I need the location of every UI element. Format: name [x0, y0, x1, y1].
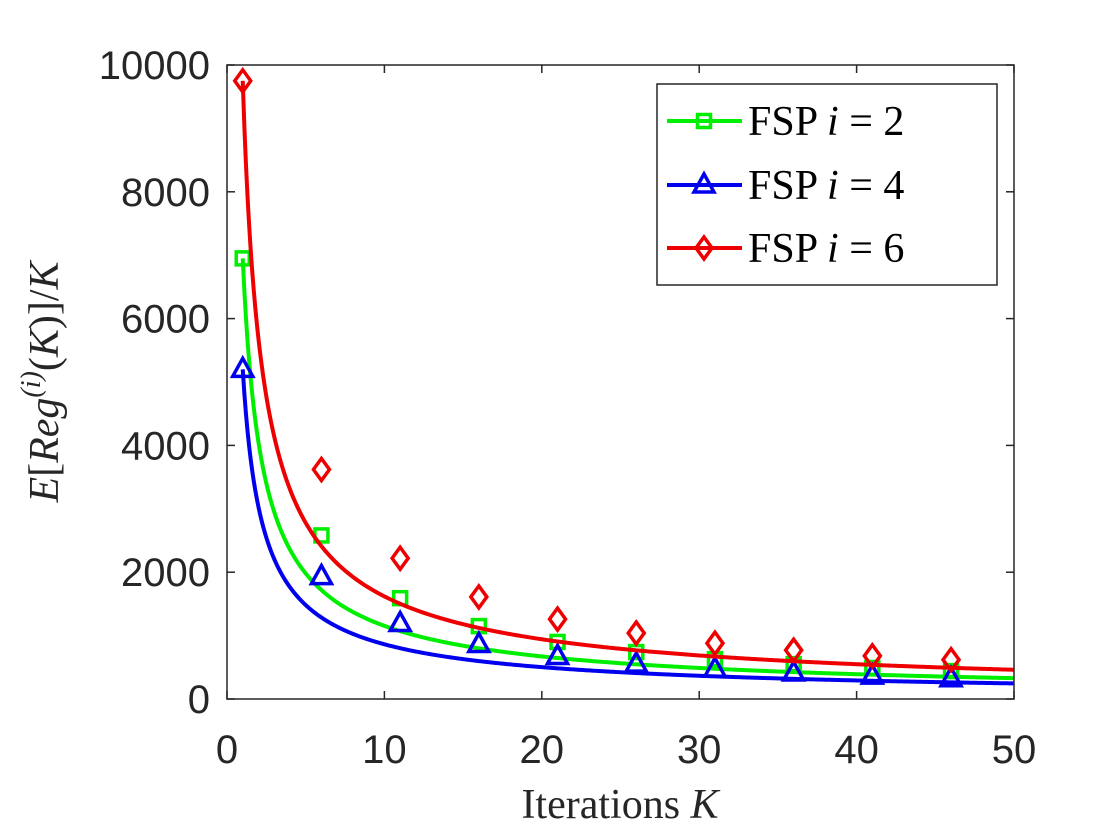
data-point — [864, 659, 881, 677]
data-point — [862, 641, 883, 670]
legend-marker-2 — [691, 170, 717, 194]
x-tick-label: 0 — [216, 728, 238, 772]
y-tick-label: 10000 — [99, 44, 210, 88]
data-point — [547, 605, 568, 634]
plot-frame — [226, 64, 1015, 700]
data-point — [465, 629, 492, 654]
y-ticks: 0 2000 4000 6000 8000 10000 — [99, 44, 1014, 722]
data-point — [785, 655, 802, 673]
legend-entry-1: FSP i = 2 — [667, 99, 904, 145]
data-point — [308, 562, 335, 586]
data-point — [704, 629, 726, 658]
series-4 — [229, 354, 1015, 688]
data-point — [234, 250, 251, 267]
data-point — [389, 544, 411, 573]
x-tick-label: 30 — [677, 728, 722, 772]
data-point — [940, 645, 962, 674]
legend-marker-shape — [693, 234, 715, 262]
data-point — [859, 661, 886, 685]
x-tick-label: 20 — [520, 728, 565, 772]
data-point — [783, 636, 804, 665]
legend-marker-3 — [693, 234, 715, 262]
legend-label-2: FSP i = 4 — [748, 163, 904, 209]
x-ticks: 0 10 20 30 40 50 — [216, 65, 1036, 772]
legend-entry-3: FSP i = 6 — [667, 226, 904, 272]
legend-marker-shape — [691, 170, 717, 194]
x-tick-label: 50 — [992, 728, 1037, 772]
x-axis-title: Iterations K — [521, 782, 720, 828]
data-point — [229, 354, 256, 379]
data-point — [626, 619, 647, 648]
y-tick-label: 4000 — [121, 424, 210, 468]
series-line-6 — [240, 80, 1015, 672]
y-tick-label: 2000 — [121, 551, 210, 595]
series-6 — [232, 66, 1015, 674]
data-point — [468, 582, 490, 611]
data-point — [544, 641, 571, 666]
data-point — [387, 608, 414, 633]
legend-marker-1 — [695, 112, 713, 130]
data-point — [701, 654, 728, 678]
y-tick-label: 8000 — [121, 171, 210, 215]
data-point — [232, 66, 253, 95]
legend: FSP i = 2 FSP i = 4 FSP i = 6 — [656, 83, 998, 286]
data-point — [311, 455, 332, 484]
series-layer — [229, 66, 1015, 688]
y-tick-label: 0 — [188, 678, 210, 722]
legend-label-1: FSP i = 2 — [748, 99, 904, 145]
x-tick-label: 10 — [362, 728, 407, 772]
legend-marker-shape — [695, 112, 713, 130]
data-point — [780, 658, 807, 682]
y-axis-title: E[Reg(i)(K)]/K — [16, 259, 68, 503]
x-tick-label: 40 — [834, 728, 879, 772]
y-tick-label: 6000 — [121, 298, 210, 342]
data-point — [938, 664, 965, 688]
legend-label-3: FSP i = 6 — [748, 226, 904, 272]
data-point — [623, 649, 650, 673]
legend-entry-2: FSP i = 4 — [667, 163, 904, 209]
